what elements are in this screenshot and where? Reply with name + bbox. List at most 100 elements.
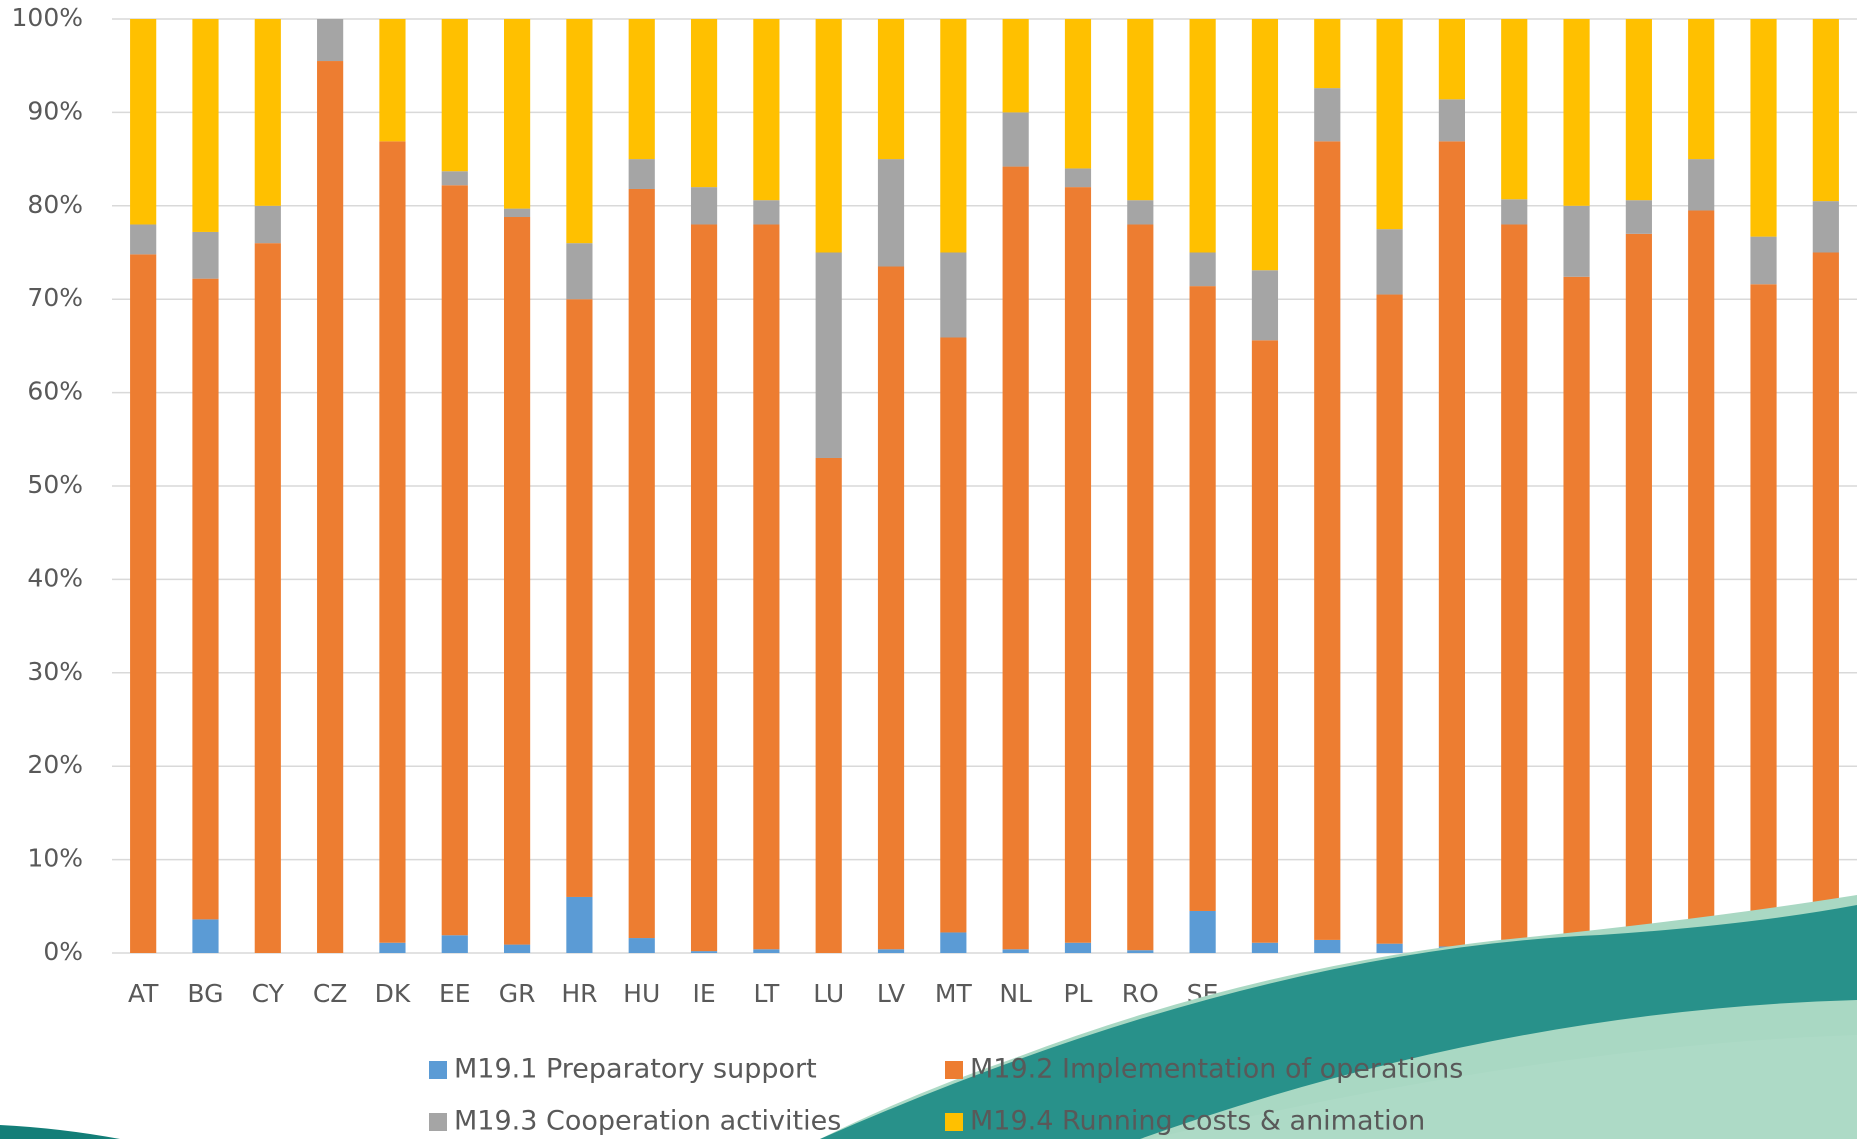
- legend-label: M19.2 Implementation of operations: [970, 1054, 1463, 1085]
- bar-segment: [1688, 210, 1714, 943]
- bar-segment: [504, 19, 530, 209]
- bar-segment: [1314, 88, 1340, 141]
- x-tick-label: LT: [753, 979, 779, 1008]
- bar-segment: [1813, 19, 1839, 201]
- bar-segment: [1377, 295, 1403, 944]
- bar-segment: [1439, 99, 1465, 141]
- bar-segment: [1252, 270, 1278, 340]
- bar-segment: [317, 61, 343, 953]
- bar-segment: [1003, 949, 1029, 953]
- y-tick-label: 100%: [12, 3, 83, 32]
- legend-swatch: [429, 1113, 447, 1131]
- bar-segment: [130, 254, 156, 953]
- bar-segment: [566, 299, 592, 897]
- x-tick-label: LV: [877, 979, 905, 1008]
- bar-segment: [1813, 201, 1839, 252]
- bar-segment: [566, 19, 592, 243]
- x-tick-label: HR: [561, 979, 597, 1008]
- bar-segment: [1314, 940, 1340, 953]
- bar-segment: [1813, 253, 1839, 954]
- bar-segment: [1065, 19, 1091, 168]
- bar-segment: [878, 267, 904, 950]
- bar-segment: [753, 949, 779, 953]
- chart: 0%10%20%30%40%50%60%70%80%90%100%ATBGCYC…: [0, 0, 1857, 1139]
- bar-segment: [878, 19, 904, 159]
- x-tick-label: MT: [935, 979, 973, 1008]
- bar-segment: [442, 171, 468, 185]
- bar-segment: [1314, 19, 1340, 88]
- bar-segment: [816, 458, 842, 953]
- bar-segment: [1065, 943, 1091, 953]
- legend-swatch: [945, 1061, 963, 1079]
- y-tick-label: 30%: [27, 657, 83, 686]
- bar-segment: [1750, 237, 1776, 285]
- x-tick-label: CY: [252, 979, 285, 1008]
- bar-segment: [940, 337, 966, 932]
- bar-segment: [379, 19, 405, 141]
- bar-segment: [691, 951, 717, 953]
- y-tick-label: 80%: [27, 190, 83, 219]
- y-tick-label: 40%: [27, 563, 83, 592]
- bar-segment: [255, 19, 281, 206]
- bar-segment: [1501, 224, 1527, 939]
- bar-segment: [504, 209, 530, 217]
- bar-segment: [940, 253, 966, 338]
- bar-segment: [255, 206, 281, 243]
- y-tick-label: 50%: [27, 470, 83, 499]
- bar-segment: [1439, 141, 1465, 946]
- bar-segment: [691, 19, 717, 187]
- bar-segment: [442, 185, 468, 935]
- bar-segment: [192, 232, 218, 279]
- bar-segment: [504, 945, 530, 953]
- bar-segment: [1190, 911, 1216, 953]
- bar-segment: [379, 943, 405, 953]
- bar-segment: [1750, 19, 1776, 237]
- bar-segment: [691, 224, 717, 951]
- bar-segment: [1252, 943, 1278, 953]
- x-tick-label: AT: [128, 979, 159, 1008]
- x-tick-label: CZ: [313, 979, 348, 1008]
- bar-segment: [379, 141, 405, 942]
- bar-segment: [1750, 284, 1776, 942]
- bar-segment: [1563, 277, 1589, 953]
- bar-segment: [753, 224, 779, 949]
- legend-swatch: [945, 1113, 963, 1131]
- y-tick-label: 20%: [27, 750, 83, 779]
- bar-segment: [1127, 224, 1153, 950]
- x-tick-label: BG: [187, 979, 223, 1008]
- bar-segment: [1314, 141, 1340, 940]
- legend-label: M19.3 Cooperation activities: [454, 1106, 841, 1137]
- bar-segment: [691, 187, 717, 224]
- bar-segment: [629, 189, 655, 938]
- bar-segment: [1065, 187, 1091, 943]
- bar-segment: [1688, 19, 1714, 159]
- bar-segment: [1190, 286, 1216, 911]
- y-tick-label: 90%: [27, 96, 83, 125]
- bar-segment: [192, 919, 218, 953]
- x-tick-label: DK: [375, 979, 411, 1008]
- bar-segment: [566, 897, 592, 953]
- bar-segment: [753, 19, 779, 200]
- bar-segment: [1127, 950, 1153, 953]
- y-tick-label: 0%: [43, 937, 83, 966]
- y-tick-label: 10%: [27, 844, 83, 873]
- bar-segment: [1439, 19, 1465, 99]
- bar-segment: [192, 279, 218, 920]
- x-tick-label: IE: [692, 979, 715, 1008]
- bar-segment: [1377, 19, 1403, 229]
- bar-segment: [1190, 19, 1216, 253]
- bar-segment: [878, 159, 904, 266]
- y-tick-label: 70%: [27, 283, 83, 312]
- bar-segment: [1252, 19, 1278, 270]
- bar-segment: [878, 949, 904, 953]
- bar-segment: [940, 19, 966, 253]
- x-tick-label: PL: [1063, 979, 1092, 1008]
- bar-segment: [816, 253, 842, 458]
- bar-segment: [1377, 229, 1403, 294]
- bar-segment: [629, 938, 655, 953]
- bar-segment: [816, 19, 842, 253]
- bar-segment: [1065, 168, 1091, 187]
- x-tick-label: RO: [1122, 979, 1159, 1008]
- bar-segment: [192, 19, 218, 232]
- bar-segment: [1688, 159, 1714, 210]
